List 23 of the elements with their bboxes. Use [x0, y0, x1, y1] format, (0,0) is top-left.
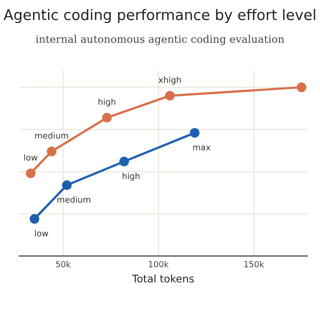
point — [26, 168, 36, 178]
annotation: high — [122, 172, 140, 181]
x-axis-title: Total tokens — [132, 274, 194, 283]
annotation: low — [35, 230, 48, 236]
x-tick-label: 50k — [56, 260, 71, 268]
point — [165, 90, 175, 101]
point — [30, 214, 40, 224]
annotation: medium — [35, 132, 68, 139]
annotation: low — [24, 154, 38, 161]
point — [62, 180, 72, 190]
annotation: max — [193, 146, 210, 150]
point — [296, 82, 306, 92]
annotation: medium — [57, 196, 90, 203]
chart-title: Agentic coding performance by effort level — [4, 8, 316, 24]
point — [46, 146, 56, 156]
x-tick-label: 100k — [148, 260, 169, 268]
annotation: xhigh — [158, 76, 181, 85]
chart-subtitle: internal autonomous agentic coding evaluation — [36, 34, 284, 46]
annotation: high — [98, 98, 116, 107]
point — [119, 156, 129, 166]
x-tick-label: 150k — [244, 260, 264, 268]
point — [102, 112, 112, 123]
point — [190, 128, 200, 138]
